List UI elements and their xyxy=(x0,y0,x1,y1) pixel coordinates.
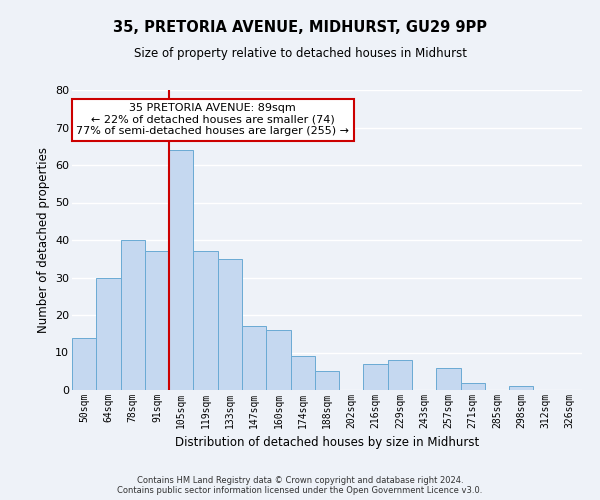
Bar xyxy=(242,326,266,390)
Bar xyxy=(315,371,339,390)
Text: Contains HM Land Registry data © Crown copyright and database right 2024.
Contai: Contains HM Land Registry data © Crown c… xyxy=(118,476,482,495)
Bar xyxy=(461,382,485,390)
Text: Size of property relative to detached houses in Midhurst: Size of property relative to detached ho… xyxy=(133,48,467,60)
Bar xyxy=(364,364,388,390)
Bar xyxy=(121,240,145,390)
Bar xyxy=(266,330,290,390)
Bar xyxy=(218,259,242,390)
Bar xyxy=(145,251,169,390)
Y-axis label: Number of detached properties: Number of detached properties xyxy=(37,147,50,333)
Bar xyxy=(96,278,121,390)
Text: 35 PRETORIA AVENUE: 89sqm
← 22% of detached houses are smaller (74)
77% of semi-: 35 PRETORIA AVENUE: 89sqm ← 22% of detac… xyxy=(76,103,349,136)
Bar xyxy=(290,356,315,390)
Bar xyxy=(72,338,96,390)
Bar xyxy=(509,386,533,390)
Bar xyxy=(169,150,193,390)
X-axis label: Distribution of detached houses by size in Midhurst: Distribution of detached houses by size … xyxy=(175,436,479,450)
Text: 35, PRETORIA AVENUE, MIDHURST, GU29 9PP: 35, PRETORIA AVENUE, MIDHURST, GU29 9PP xyxy=(113,20,487,35)
Bar xyxy=(436,368,461,390)
Bar xyxy=(388,360,412,390)
Bar xyxy=(193,251,218,390)
